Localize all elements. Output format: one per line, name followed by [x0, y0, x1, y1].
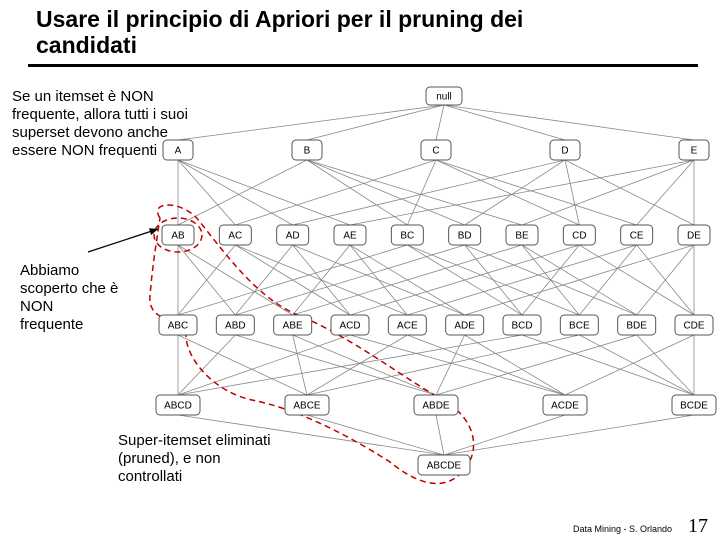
- svg-text:BCD: BCD: [511, 321, 532, 332]
- svg-text:A: A: [175, 146, 182, 157]
- svg-text:D: D: [561, 146, 568, 157]
- svg-text:AD: AD: [286, 231, 300, 242]
- svg-text:BCE: BCE: [569, 321, 590, 332]
- svg-text:E: E: [691, 146, 698, 157]
- svg-text:ACD: ACD: [339, 321, 360, 332]
- lattice-diagram: nullABCDEABACADAEBCBDBECDCEDEABCABDABEAC…: [0, 0, 720, 540]
- svg-text:BDE: BDE: [626, 321, 647, 332]
- svg-text:ABDE: ABDE: [422, 401, 450, 412]
- svg-text:ABCE: ABCE: [293, 401, 321, 412]
- svg-text:C: C: [432, 146, 439, 157]
- svg-text:ABCDE: ABCDE: [427, 461, 462, 472]
- svg-text:null: null: [436, 92, 452, 103]
- svg-text:DE: DE: [687, 231, 701, 242]
- svg-text:ABD: ABD: [225, 321, 246, 332]
- svg-text:ABE: ABE: [283, 321, 303, 332]
- svg-text:ACE: ACE: [397, 321, 418, 332]
- svg-text:AE: AE: [343, 231, 357, 242]
- svg-text:CE: CE: [630, 231, 644, 242]
- svg-text:ABCD: ABCD: [164, 401, 192, 412]
- svg-text:BD: BD: [458, 231, 472, 242]
- svg-text:CD: CD: [572, 231, 586, 242]
- svg-text:B: B: [304, 146, 311, 157]
- footer-author: Data Mining - S. Orlando: [573, 524, 672, 534]
- svg-text:BC: BC: [400, 231, 414, 242]
- svg-text:BCDE: BCDE: [680, 401, 708, 412]
- svg-text:ABC: ABC: [168, 321, 189, 332]
- svg-text:ADE: ADE: [454, 321, 475, 332]
- svg-text:ACDE: ACDE: [551, 401, 579, 412]
- svg-text:CDE: CDE: [683, 321, 704, 332]
- svg-text:AB: AB: [171, 231, 185, 242]
- page-number: 17: [688, 515, 708, 538]
- svg-text:AC: AC: [228, 231, 242, 242]
- svg-text:BE: BE: [515, 231, 529, 242]
